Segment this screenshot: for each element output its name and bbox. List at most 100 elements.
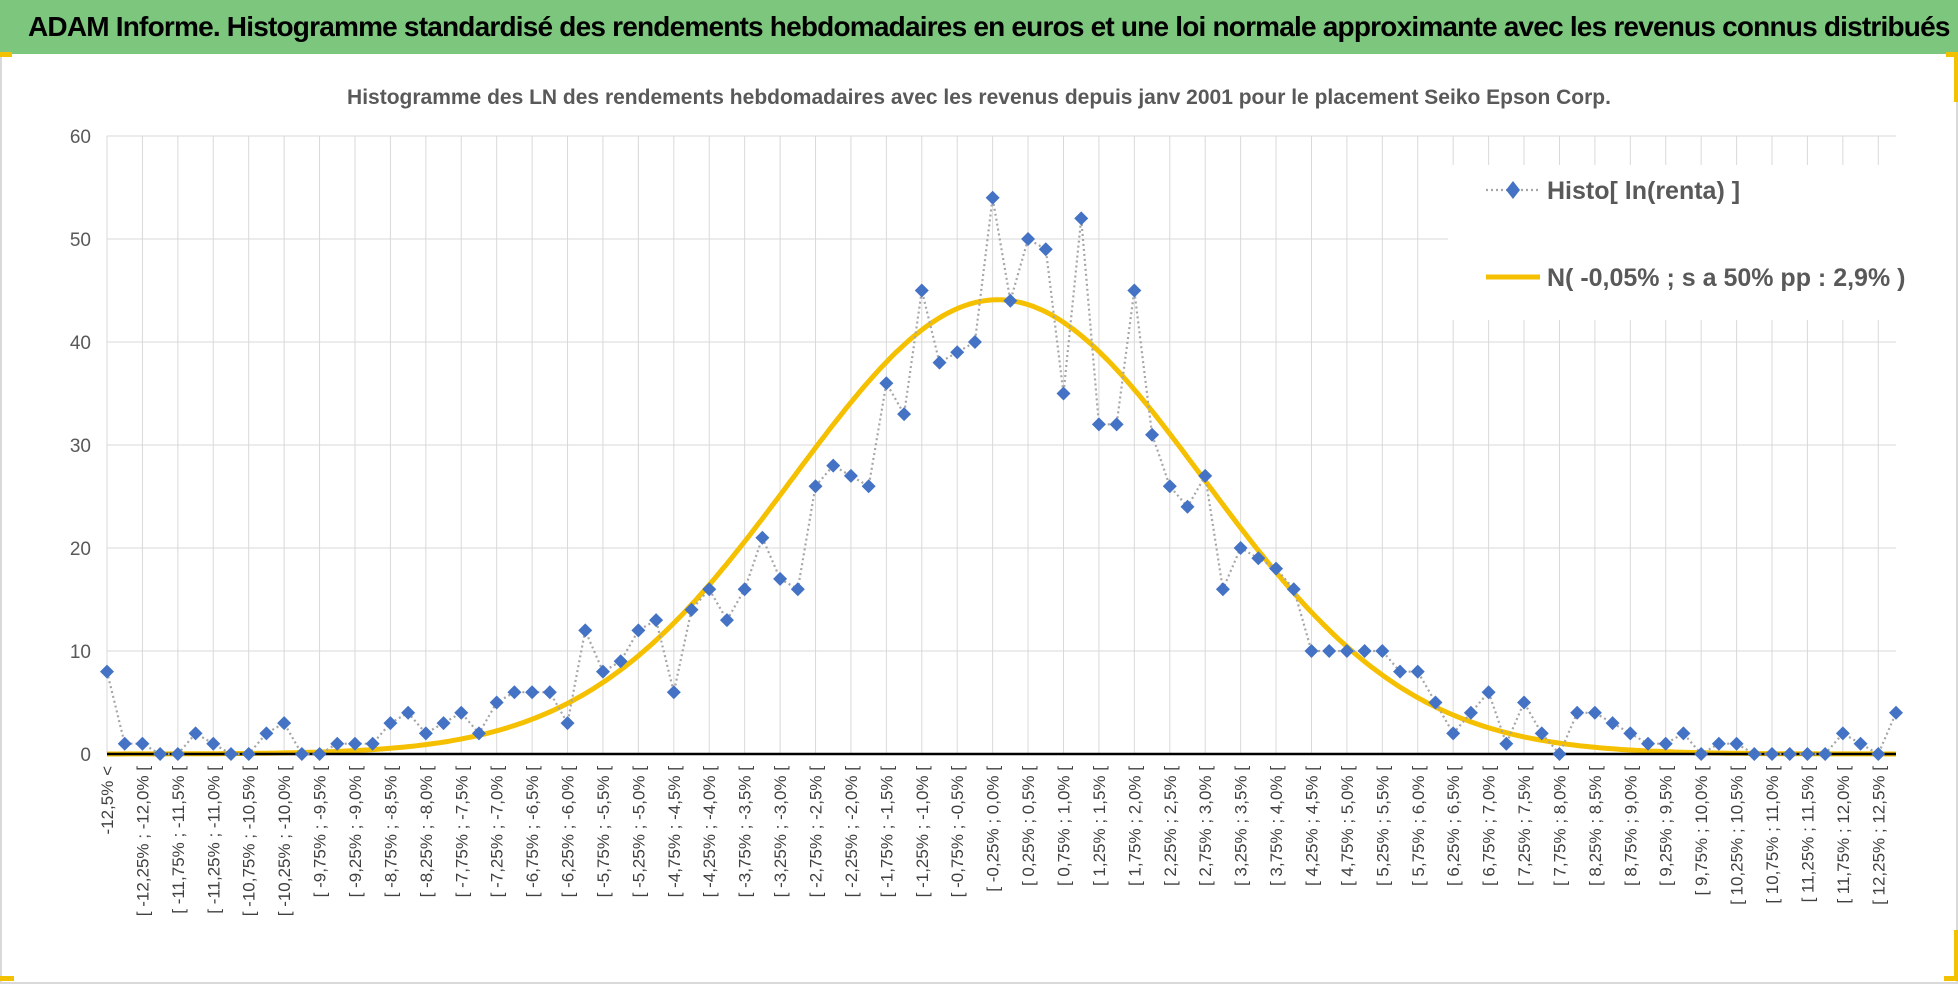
histogram-point bbox=[170, 747, 185, 761]
x-tick-label: [ -10,75% ; -10,5% [ bbox=[240, 766, 259, 917]
x-tick-label: [ 12,25% ; 12,5% [ bbox=[1869, 766, 1888, 905]
histogram-series-line bbox=[105, 197, 1898, 757]
histogram-point bbox=[489, 695, 504, 710]
x-tick-label: [ 8,75% ; 9,0% [ bbox=[1621, 766, 1640, 886]
x-tick-label: [ -2,25% ; -2,0% [ bbox=[842, 766, 861, 898]
x-tick-label: [ -2,75% ; -2,5% [ bbox=[807, 766, 826, 898]
histogram-point bbox=[1552, 747, 1567, 761]
histogram-point bbox=[1517, 695, 1532, 710]
histogram-point bbox=[241, 747, 256, 761]
x-tick-label: [ 1,25% ; 1,5% [ bbox=[1090, 766, 1109, 886]
histogram-point bbox=[1534, 726, 1549, 741]
histogram-point bbox=[719, 613, 734, 628]
histogram-point bbox=[100, 664, 114, 679]
normal-curve-line bbox=[107, 297, 1896, 757]
histogram-point bbox=[1180, 499, 1195, 514]
histogram-point bbox=[294, 747, 309, 761]
histogram-point bbox=[1322, 644, 1337, 658]
histogram-point bbox=[1091, 417, 1106, 432]
legend-label-histogram: Histo[ ln(renta) ] bbox=[1547, 177, 1740, 205]
histogram-point bbox=[1428, 695, 1443, 710]
chart-frame bbox=[0, 54, 1958, 984]
histogram-point bbox=[613, 654, 628, 669]
histogram-point bbox=[471, 726, 486, 741]
x-tick-label: [ -3,25% ; -3,0% [ bbox=[771, 766, 790, 898]
histogram-point bbox=[1747, 747, 1762, 761]
histogram-point bbox=[1162, 479, 1177, 494]
x-tick-label: [ 0,25% ; 0,5% [ bbox=[1019, 766, 1038, 886]
histogram-point bbox=[1676, 726, 1691, 741]
histogram-point bbox=[1074, 211, 1089, 226]
x-tick-label: [ -6,75% ; -6,5% [ bbox=[523, 766, 542, 898]
histogram-point bbox=[1481, 685, 1496, 700]
x-tick-label: [ 6,25% ; 6,5% [ bbox=[1444, 766, 1463, 886]
histogram-point bbox=[843, 468, 858, 483]
x-tick-label: [ -0,25% ; 0,0% [ bbox=[984, 766, 1003, 892]
histogram-point bbox=[223, 747, 238, 761]
histogram-point bbox=[1021, 232, 1036, 246]
histogram-point bbox=[1729, 736, 1744, 751]
x-tick-label: [ -4,75% ; -4,5% [ bbox=[665, 766, 684, 898]
x-tick-label: [ 5,75% ; 6,0% [ bbox=[1409, 766, 1428, 886]
histogram-point bbox=[1889, 705, 1903, 720]
histogram-point bbox=[914, 283, 929, 298]
histogram-point bbox=[1658, 736, 1673, 751]
histogram-point bbox=[737, 582, 752, 597]
x-tick-label: [ 1,75% ; 2,0% [ bbox=[1125, 766, 1144, 886]
histogram-point bbox=[1357, 644, 1372, 658]
x-tick-label: [ -4,25% ; -4,0% [ bbox=[700, 766, 719, 898]
histogram-point bbox=[525, 685, 540, 700]
x-tick-label: [ -8,75% ; -8,5% [ bbox=[381, 766, 400, 898]
x-tick-label: [ -0,75% ; -0,5% [ bbox=[948, 766, 967, 898]
legend-label-normal: N( -0,05% ; s a 50% pp : 2,9% ) bbox=[1547, 264, 1905, 292]
histogram-point bbox=[773, 571, 788, 586]
histogram-point bbox=[454, 705, 469, 720]
histogram-point bbox=[1233, 541, 1248, 555]
histogram-point bbox=[826, 458, 841, 473]
x-tick-label: [ 10,25% ; 10,5% [ bbox=[1728, 766, 1747, 905]
histogram-point bbox=[649, 613, 664, 628]
histogram-point bbox=[1782, 747, 1797, 761]
histogram-point bbox=[312, 747, 327, 761]
histogram-point bbox=[702, 582, 717, 597]
x-tick-label: [ -11,25% ; -11,0% [ bbox=[204, 766, 223, 914]
x-tick-label: [ 4,25% ; 4,5% [ bbox=[1302, 766, 1321, 886]
histogram-point bbox=[507, 685, 522, 700]
histogram-point bbox=[790, 582, 805, 597]
legend-item-normal: N( -0,05% ; s a 50% pp : 2,9% ) bbox=[1486, 264, 1905, 292]
x-tick-label: [ 9,25% ; 9,5% [ bbox=[1657, 766, 1676, 886]
frame-corner-top-left bbox=[0, 52, 12, 57]
histogram-point bbox=[808, 479, 823, 494]
histogram-point bbox=[1446, 726, 1461, 741]
x-tick-label: [ 2,25% ; 2,5% [ bbox=[1161, 766, 1180, 886]
histogram-point bbox=[436, 716, 451, 731]
x-tick-label: [ 10,75% ; 11,0% [ bbox=[1763, 766, 1782, 904]
histogram-point bbox=[1623, 726, 1638, 741]
histogram-point bbox=[1641, 736, 1656, 751]
histogram-point bbox=[418, 726, 433, 741]
histogram-point bbox=[1765, 747, 1780, 761]
histogram-point bbox=[347, 736, 362, 751]
x-tick-label: [ 4,75% ; 5,0% [ bbox=[1338, 766, 1357, 886]
x-tick-label: [ -3,75% ; -3,5% [ bbox=[736, 766, 755, 898]
frame-corner-bottom-left bbox=[0, 976, 14, 981]
histogram-point bbox=[1463, 705, 1478, 720]
x-tick-label: [ -5,75% ; -5,5% [ bbox=[594, 766, 613, 898]
histogram-point bbox=[1056, 386, 1071, 401]
x-tick-label: [ 3,25% ; 3,5% [ bbox=[1232, 766, 1251, 886]
histogram-point bbox=[1145, 427, 1160, 442]
histogram-point bbox=[135, 736, 150, 751]
histogram-point bbox=[1109, 417, 1124, 432]
x-tick-label: [ -5,25% ; -5,0% [ bbox=[629, 766, 648, 898]
histogram-point bbox=[755, 530, 770, 545]
histogram-point bbox=[188, 726, 203, 741]
frame-corner-bottom-right bbox=[1944, 976, 1958, 981]
x-tick-label: [ -10,25% ; -10,0% [ bbox=[275, 766, 294, 917]
y-tick-label: 60 bbox=[70, 127, 91, 148]
y-tick-label: 40 bbox=[70, 333, 91, 354]
histogram-point bbox=[879, 376, 894, 391]
histogram-point bbox=[153, 747, 168, 761]
legend-item-histogram: Histo[ ln(renta) ] bbox=[1486, 177, 1740, 205]
histogram-point bbox=[1198, 468, 1213, 483]
x-tick-label: [ -9,25% ; -9,0% [ bbox=[346, 766, 365, 898]
